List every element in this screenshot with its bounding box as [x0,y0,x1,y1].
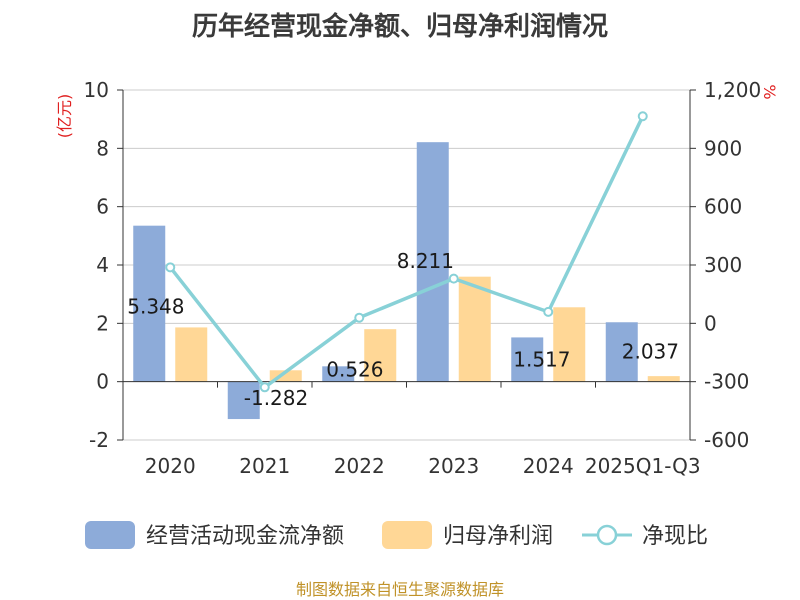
right-tick-label: 600 [704,195,742,219]
legend-label-net-profit: 归母净利润 [443,524,553,549]
line-series-net-cash-ratio [168,115,645,390]
left-tick-label: 4 [96,253,109,277]
axes: -2 0 2 4 6 8 10 -600 -300 0 300 600 900 1,200 2020 2021… [84,78,762,478]
left-tick-label: 0 [96,370,109,394]
bar-value-label: 5.348 [127,295,184,319]
right-tick-label: 1,200 [704,78,761,102]
right-tick-label: -600 [704,428,749,452]
bar [511,337,544,382]
bar [416,142,449,382]
source-note: 制图数据来自恒生聚源数据库 [295,580,504,599]
left-tick-label: 10 [84,78,109,102]
right-tick-label: 0 [704,311,717,335]
legend-label-ratio: 净现比 [642,524,708,549]
line-point [448,273,459,284]
data-labels: 5.348 -1.282 0.526 8.211 1.517 2.037 [127,249,679,410]
right-tick-label: 300 [704,253,742,277]
legend: 经营活动现金流净额 归母净利润 净现比 [85,521,708,549]
left-tick-label: -2 [89,428,109,452]
bar-value-label: 8.211 [397,249,454,273]
line-series-layer [165,111,648,393]
grid-lines [123,89,690,441]
line-point [354,312,365,323]
legend-marker-ratio [596,524,618,546]
x-tick-label: 2023 [428,454,479,478]
left-tick-label: 8 [96,136,109,160]
bar-value-label: 1.517 [513,347,570,371]
legend-swatch-cash-flow [85,521,135,549]
legend-label-cash-flow: 经营活动现金流净额 [146,524,344,549]
left-tick-label: 2 [96,311,109,335]
line-point [259,382,270,393]
x-tick-label: 2022 [334,454,385,478]
bar-value-label: 0.526 [326,357,383,381]
bar [227,381,260,420]
line-point [637,111,648,122]
bar [553,307,586,382]
bar-layer [133,142,680,420]
x-tick-label: 2020 [145,454,196,478]
right-axis-unit: % [760,84,779,99]
right-tick-label: 900 [704,136,742,160]
bar [269,370,302,382]
left-tick-label: 6 [96,195,109,219]
bar [458,276,491,382]
bar-value-label: -1.282 [244,386,308,410]
bar [133,225,166,382]
chart-title: 历年经营现金净额、归母净利润情况 [191,12,608,42]
line-point [543,306,554,317]
bar [647,376,680,382]
line-point [165,262,176,273]
bar [605,322,638,382]
bar [322,366,355,382]
legend-swatch-net-profit [382,521,432,549]
bar [364,329,397,382]
right-tick-label: -300 [704,370,749,394]
bar [175,327,208,382]
x-tick-label: 2021 [239,454,290,478]
bar-value-label: 2.037 [622,339,679,363]
x-tick-label: 2025Q1-Q3 [585,454,701,478]
left-axis-unit: (亿元) [55,94,74,139]
x-tick-label: 2024 [523,454,574,478]
